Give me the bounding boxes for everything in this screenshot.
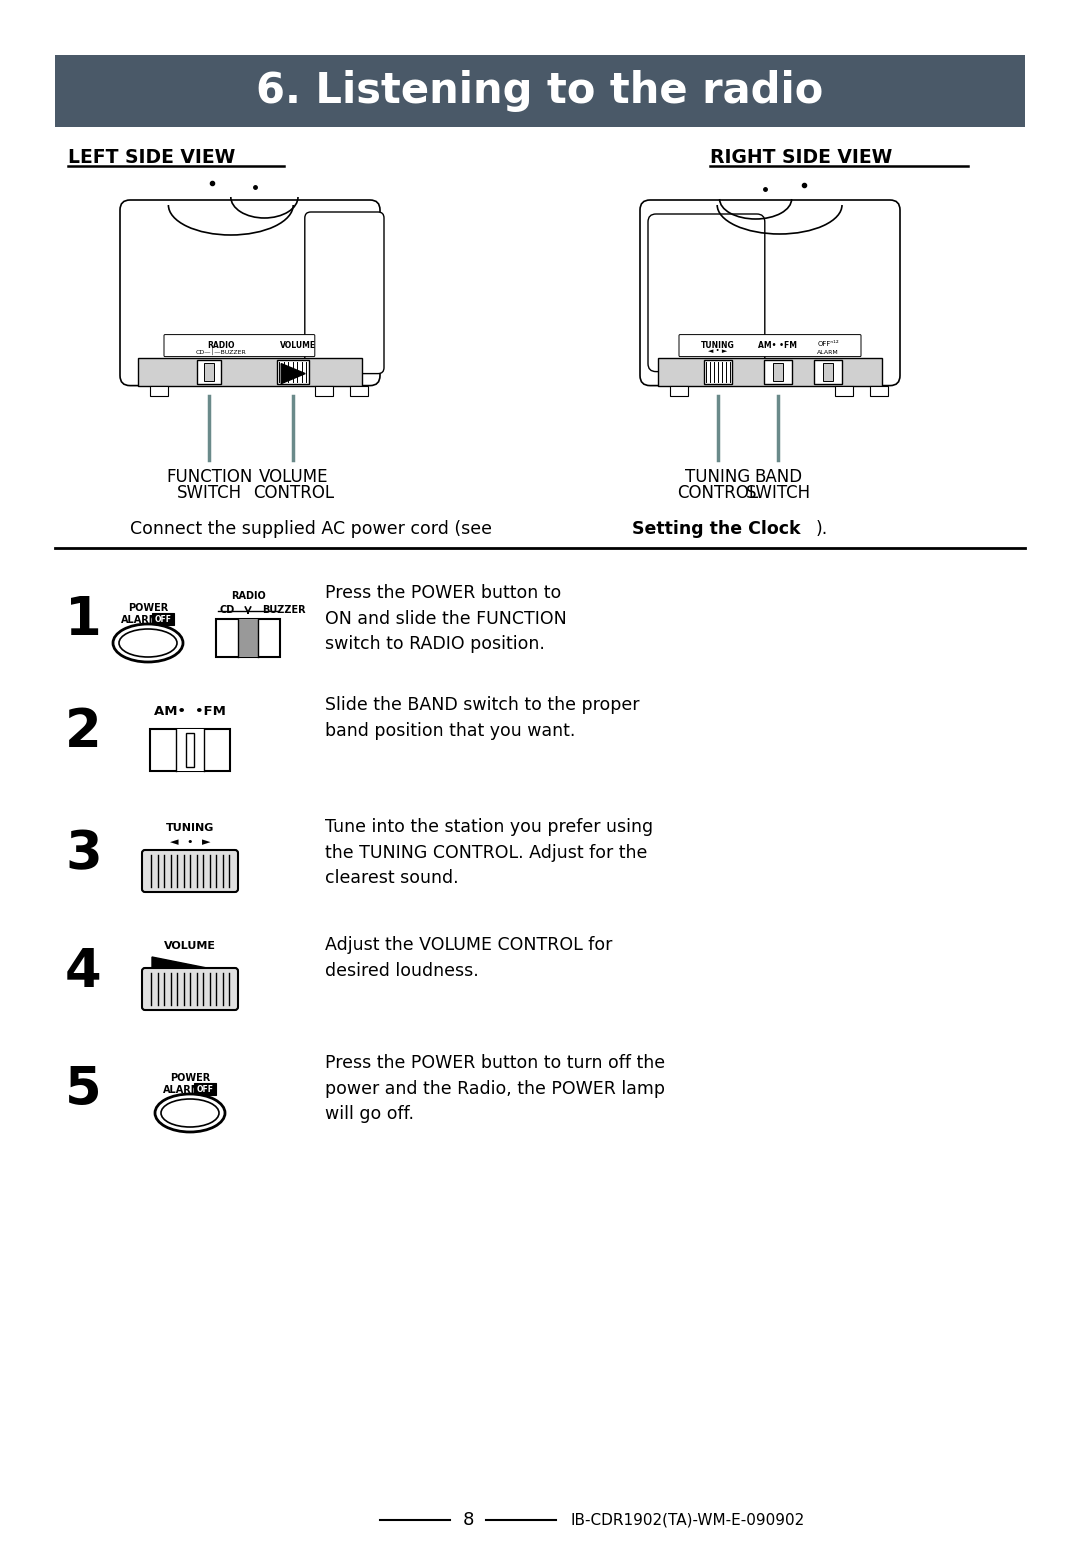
Bar (138, 357, 362, 385)
Text: AM• •FM: AM• •FM (758, 340, 797, 349)
FancyBboxPatch shape (164, 335, 314, 357)
Text: VOLUME: VOLUME (258, 468, 328, 486)
Bar (764, 360, 792, 384)
Bar (870, 385, 888, 396)
Text: ◄: ◄ (170, 837, 178, 847)
Text: ALARM: ALARM (818, 349, 839, 354)
Text: Connect the supplied AC power cord (see: Connect the supplied AC power cord (see (130, 521, 498, 538)
Text: 2: 2 (65, 706, 102, 758)
Text: VOLUME: VOLUME (164, 942, 216, 951)
Text: ALARM: ALARM (163, 1085, 201, 1094)
Polygon shape (152, 957, 212, 981)
Text: FUNCTION: FUNCTION (166, 468, 253, 486)
Text: IB-CDR1902(TA)-WM-E-090902: IB-CDR1902(TA)-WM-E-090902 (570, 1512, 805, 1528)
Bar (350, 385, 368, 396)
Text: SWITCH: SWITCH (745, 483, 811, 502)
Bar (658, 357, 882, 385)
Ellipse shape (156, 1094, 225, 1132)
Text: CD: CD (220, 605, 235, 614)
Text: ).: ). (816, 521, 828, 538)
Text: ►: ► (202, 837, 211, 847)
Text: VOLUME: VOLUME (280, 340, 316, 349)
Text: Adjust the VOLUME CONTROL for
desired loudness.: Adjust the VOLUME CONTROL for desired lo… (325, 935, 612, 979)
Bar (823, 363, 833, 380)
Bar (835, 385, 853, 396)
Bar (152, 613, 174, 625)
Text: RADIO: RADIO (231, 591, 266, 602)
Ellipse shape (161, 1099, 219, 1127)
Bar (176, 730, 204, 772)
FancyBboxPatch shape (141, 968, 238, 1010)
Text: 1: 1 (65, 594, 102, 645)
Bar (204, 363, 214, 380)
FancyBboxPatch shape (141, 850, 238, 892)
Text: OFF: OFF (197, 1085, 214, 1093)
Text: SWITCH: SWITCH (177, 483, 242, 502)
Bar (238, 619, 258, 656)
Text: Press the POWER button to
ON and slide the FUNCTION
switch to RADIO position.: Press the POWER button to ON and slide t… (325, 585, 567, 653)
Text: CONTROL: CONTROL (253, 483, 334, 502)
Text: OFFⁿ¹²: OFFⁿ¹² (818, 340, 839, 346)
Text: TUNING: TUNING (686, 468, 751, 486)
Text: 4: 4 (65, 946, 102, 998)
Text: TUNING: TUNING (166, 823, 214, 833)
Text: Press the POWER button to turn off the
power and the Radio, the POWER lamp
will : Press the POWER button to turn off the p… (325, 1054, 665, 1124)
Text: 8: 8 (462, 1511, 474, 1529)
Bar (216, 619, 280, 656)
Bar (670, 385, 688, 396)
Bar (198, 360, 221, 384)
Text: CONTROL: CONTROL (677, 483, 758, 502)
Text: BUZZER: BUZZER (262, 605, 306, 614)
Ellipse shape (119, 628, 177, 656)
FancyBboxPatch shape (640, 200, 900, 385)
Text: POWER: POWER (170, 1073, 211, 1084)
FancyBboxPatch shape (120, 200, 380, 385)
Bar (55, 55, 1025, 126)
Bar (278, 360, 309, 384)
FancyBboxPatch shape (648, 214, 765, 371)
Bar (773, 363, 783, 380)
Text: POWER: POWER (127, 603, 168, 613)
Text: ◄ • ►: ◄ • ► (708, 348, 728, 354)
Text: OFF: OFF (154, 614, 172, 624)
Bar (315, 385, 333, 396)
Text: Slide the BAND switch to the proper
band position that you want.: Slide the BAND switch to the proper band… (325, 695, 639, 739)
Ellipse shape (113, 624, 183, 663)
FancyBboxPatch shape (305, 212, 384, 374)
Bar (704, 360, 732, 384)
Text: RIGHT SIDE VIEW: RIGHT SIDE VIEW (710, 148, 892, 167)
Text: •: • (187, 837, 193, 847)
Text: RADIO: RADIO (207, 340, 235, 349)
Text: Setting the Clock: Setting the Clock (632, 521, 800, 538)
Text: AM•  •FM: AM• •FM (154, 705, 226, 719)
Bar (150, 385, 168, 396)
Text: LEFT SIDE VIEW: LEFT SIDE VIEW (68, 148, 235, 167)
Text: Tune into the station you prefer using
the TUNING CONTROL. Adjust for the
cleare: Tune into the station you prefer using t… (325, 818, 653, 887)
Text: 6. Listening to the radio: 6. Listening to the radio (256, 70, 824, 112)
Text: CD—│—BUZZER: CD—│—BUZZER (195, 348, 246, 355)
Bar (150, 730, 230, 772)
Text: BAND: BAND (754, 468, 802, 486)
Text: 5: 5 (65, 1063, 102, 1116)
Text: ALARM: ALARM (121, 614, 159, 625)
Text: TUNING: TUNING (701, 340, 734, 349)
Bar (814, 360, 842, 384)
Polygon shape (281, 363, 306, 384)
Bar (186, 733, 194, 767)
FancyBboxPatch shape (679, 335, 861, 357)
Text: 3: 3 (65, 828, 102, 879)
Bar (194, 1084, 216, 1094)
